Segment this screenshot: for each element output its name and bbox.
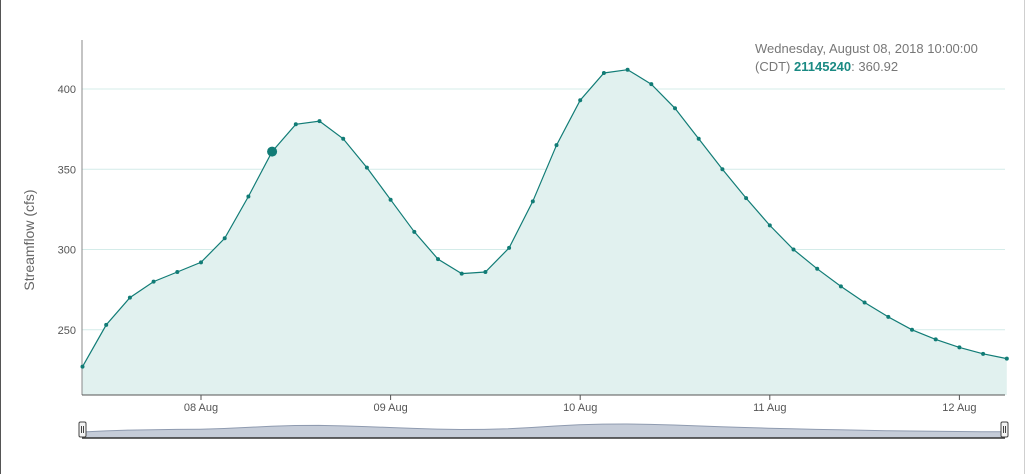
data-point[interactable]: [436, 257, 440, 262]
data-point[interactable]: [246, 194, 251, 199]
tooltip-datetime: Wednesday, August 08, 2018 10:00:00: [755, 41, 978, 56]
data-point[interactable]: [222, 236, 227, 241]
data-point[interactable]: [317, 119, 322, 124]
data-point[interactable]: [530, 199, 535, 204]
data-point[interactable]: [601, 70, 606, 75]
data-point[interactable]: [791, 247, 796, 252]
data-point[interactable]: [199, 260, 203, 265]
data-point[interactable]: [104, 322, 109, 327]
data-point[interactable]: [933, 337, 938, 342]
data-point[interactable]: [720, 167, 725, 172]
data-point[interactable]: [578, 98, 583, 103]
data-point[interactable]: [981, 351, 986, 356]
data-point[interactable]: [862, 300, 867, 305]
tooltip-timezone: (CDT): [755, 59, 791, 74]
x-tick-label: 12 Aug: [942, 402, 976, 414]
x-tick-label: 08 Aug: [184, 402, 218, 414]
data-point[interactable]: [1004, 356, 1009, 361]
data-point[interactable]: [886, 314, 891, 319]
navigator-line: [81, 423, 1006, 433]
tooltip-site-id: 21145240: [794, 59, 852, 74]
series-area: [82, 69, 1007, 395]
data-point[interactable]: [80, 364, 85, 369]
data-points[interactable]: [80, 67, 1009, 369]
data-point[interactable]: [767, 223, 772, 228]
frame-left-border: [0, 0, 1, 474]
data-point[interactable]: [483, 269, 488, 274]
area-layer: [81, 69, 1007, 395]
data-point[interactable]: [910, 327, 914, 332]
data-point[interactable]: [673, 106, 677, 111]
data-point[interactable]: [459, 271, 464, 276]
data-point[interactable]: [412, 229, 417, 234]
data-point[interactable]: [649, 82, 654, 87]
highlighted-data-point[interactable]: [267, 146, 278, 157]
y-tick-label-350: 350: [58, 164, 76, 176]
tooltip-value: 360.92: [858, 59, 899, 74]
x-tick-label: 11 Aug: [753, 402, 786, 414]
tooltip-separator: :: [851, 59, 859, 74]
x-axis-ticks: 08 Aug 09 Aug 10 Aug 11 Aug 12 Aug: [184, 395, 977, 414]
data-point[interactable]: [696, 136, 701, 141]
tooltip-detail: (CDT) 21145240: 360.92: [755, 58, 978, 76]
y-axis-title: Streamflow (cfs): [21, 189, 37, 290]
x-tick-label: 10 Aug: [563, 402, 597, 414]
y-tick-label-250: 250: [58, 325, 76, 337]
y-tick-label-300: 300: [58, 245, 76, 257]
data-point[interactable]: [554, 143, 559, 148]
navigator-area: [82, 424, 1005, 438]
data-point[interactable]: [838, 284, 843, 289]
data-point[interactable]: [293, 122, 298, 127]
data-point[interactable]: [957, 345, 962, 350]
y-axis-ticks: 250 300 350 400: [58, 84, 76, 337]
x-tick-label: 09 Aug: [373, 402, 407, 414]
data-point[interactable]: [175, 269, 180, 274]
series-line: [81, 69, 1007, 367]
data-point[interactable]: [388, 197, 393, 202]
data-point[interactable]: [151, 279, 156, 284]
data-point[interactable]: [364, 165, 369, 170]
data-point[interactable]: [341, 136, 346, 141]
data-point[interactable]: [127, 295, 132, 300]
data-point[interactable]: [744, 196, 749, 201]
data-point[interactable]: [625, 67, 630, 72]
navigator[interactable]: [78, 421, 1009, 439]
hover-tooltip: Wednesday, August 08, 2018 10:00:00 (CDT…: [755, 40, 978, 76]
y-tick-label-400: 400: [58, 84, 76, 96]
navigator-handle-left[interactable]: [78, 421, 87, 438]
navigator-handle-right[interactable]: [1000, 421, 1009, 438]
data-point[interactable]: [507, 245, 512, 250]
data-point[interactable]: [815, 266, 820, 271]
